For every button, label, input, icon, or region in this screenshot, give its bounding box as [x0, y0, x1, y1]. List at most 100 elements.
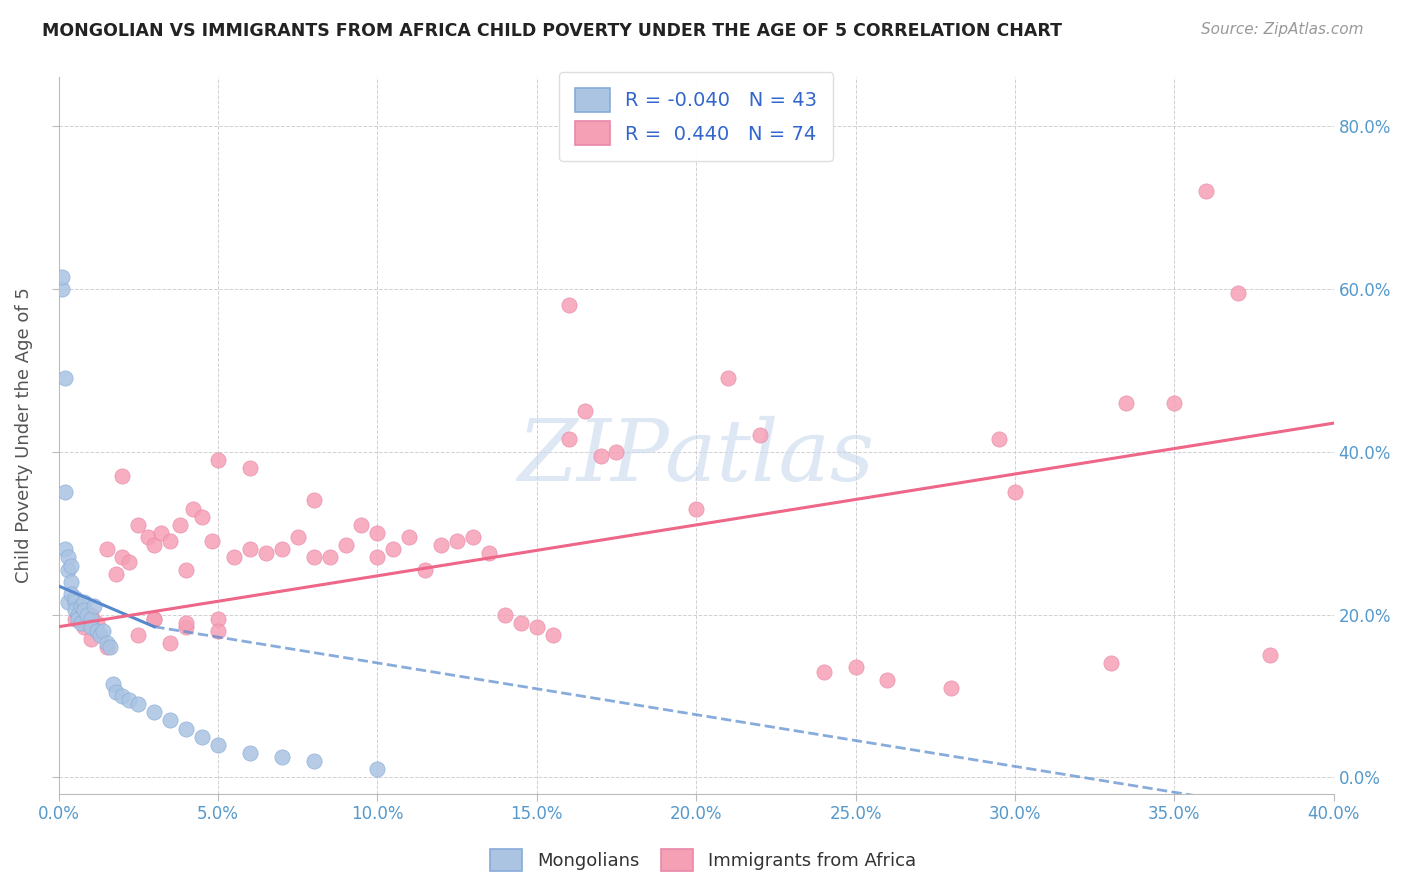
Point	[73, 620, 96, 634]
Point	[127, 517, 149, 532]
Point	[191, 509, 214, 524]
Legend: Mongolians, Immigrants from Africa: Mongolians, Immigrants from Africa	[482, 842, 924, 879]
Point	[541, 628, 564, 642]
Point	[207, 738, 229, 752]
Point	[270, 750, 292, 764]
Point	[174, 620, 197, 634]
Point	[143, 611, 166, 625]
Text: Source: ZipAtlas.com: Source: ZipAtlas.com	[1201, 22, 1364, 37]
Point	[430, 538, 453, 552]
Point	[149, 526, 172, 541]
Point	[988, 433, 1011, 447]
Point	[191, 730, 214, 744]
Point	[494, 607, 516, 622]
Point	[79, 611, 101, 625]
Point	[111, 469, 134, 483]
Point	[53, 485, 76, 500]
Legend: R = -0.040   N = 43, R =  0.440   N = 74: R = -0.040 N = 43, R = 0.440 N = 74	[560, 72, 832, 161]
Point	[79, 607, 101, 622]
Point	[478, 546, 501, 560]
Point	[111, 689, 134, 703]
Point	[101, 677, 124, 691]
Point	[1195, 184, 1218, 198]
Point	[201, 534, 224, 549]
Point	[398, 530, 420, 544]
Point	[350, 517, 373, 532]
Point	[366, 762, 388, 776]
Point	[53, 542, 76, 557]
Point	[79, 620, 101, 634]
Point	[1004, 485, 1026, 500]
Point	[127, 628, 149, 642]
Point	[60, 558, 83, 573]
Point	[1115, 396, 1137, 410]
Point	[222, 550, 245, 565]
Y-axis label: Child Poverty Under the Age of 5: Child Poverty Under the Age of 5	[15, 287, 32, 583]
Point	[174, 615, 197, 630]
Point	[66, 611, 89, 625]
Point	[118, 555, 141, 569]
Point	[58, 550, 80, 565]
Point	[73, 595, 96, 609]
Point	[207, 624, 229, 638]
Point	[589, 449, 612, 463]
Point	[318, 550, 340, 565]
Point	[83, 599, 105, 614]
Point	[66, 607, 89, 622]
Point	[143, 611, 166, 625]
Point	[53, 371, 76, 385]
Point	[58, 563, 80, 577]
Point	[60, 587, 83, 601]
Point	[118, 693, 141, 707]
Text: ZIPatlas: ZIPatlas	[517, 416, 875, 498]
Point	[366, 526, 388, 541]
Point	[605, 444, 627, 458]
Point	[159, 714, 181, 728]
Point	[96, 636, 118, 650]
Point	[748, 428, 770, 442]
Point	[51, 269, 73, 284]
Point	[813, 665, 835, 679]
Point	[1099, 657, 1122, 671]
Point	[574, 404, 596, 418]
Point	[939, 681, 962, 695]
Point	[111, 550, 134, 565]
Point	[302, 493, 325, 508]
Point	[461, 530, 484, 544]
Point	[446, 534, 468, 549]
Point	[89, 628, 111, 642]
Point	[76, 607, 98, 622]
Point	[1258, 648, 1281, 663]
Point	[302, 754, 325, 768]
Point	[60, 574, 83, 589]
Point	[58, 595, 80, 609]
Point	[98, 640, 121, 654]
Point	[254, 546, 277, 560]
Point	[1163, 396, 1185, 410]
Point	[63, 595, 86, 609]
Point	[159, 534, 181, 549]
Point	[159, 636, 181, 650]
Point	[91, 624, 114, 638]
Point	[86, 624, 108, 638]
Point	[287, 530, 309, 544]
Point	[382, 542, 405, 557]
Point	[239, 746, 262, 760]
Point	[127, 697, 149, 711]
Point	[239, 461, 262, 475]
Point	[79, 632, 101, 646]
Point	[51, 282, 73, 296]
Point	[96, 542, 118, 557]
Point	[105, 566, 128, 581]
Point	[844, 660, 866, 674]
Point	[509, 615, 531, 630]
Point	[174, 722, 197, 736]
Point	[413, 563, 436, 577]
Point	[169, 517, 191, 532]
Point	[366, 550, 388, 565]
Point	[174, 563, 197, 577]
Point	[86, 615, 108, 630]
Point	[557, 433, 579, 447]
Point	[207, 452, 229, 467]
Point	[557, 298, 579, 312]
